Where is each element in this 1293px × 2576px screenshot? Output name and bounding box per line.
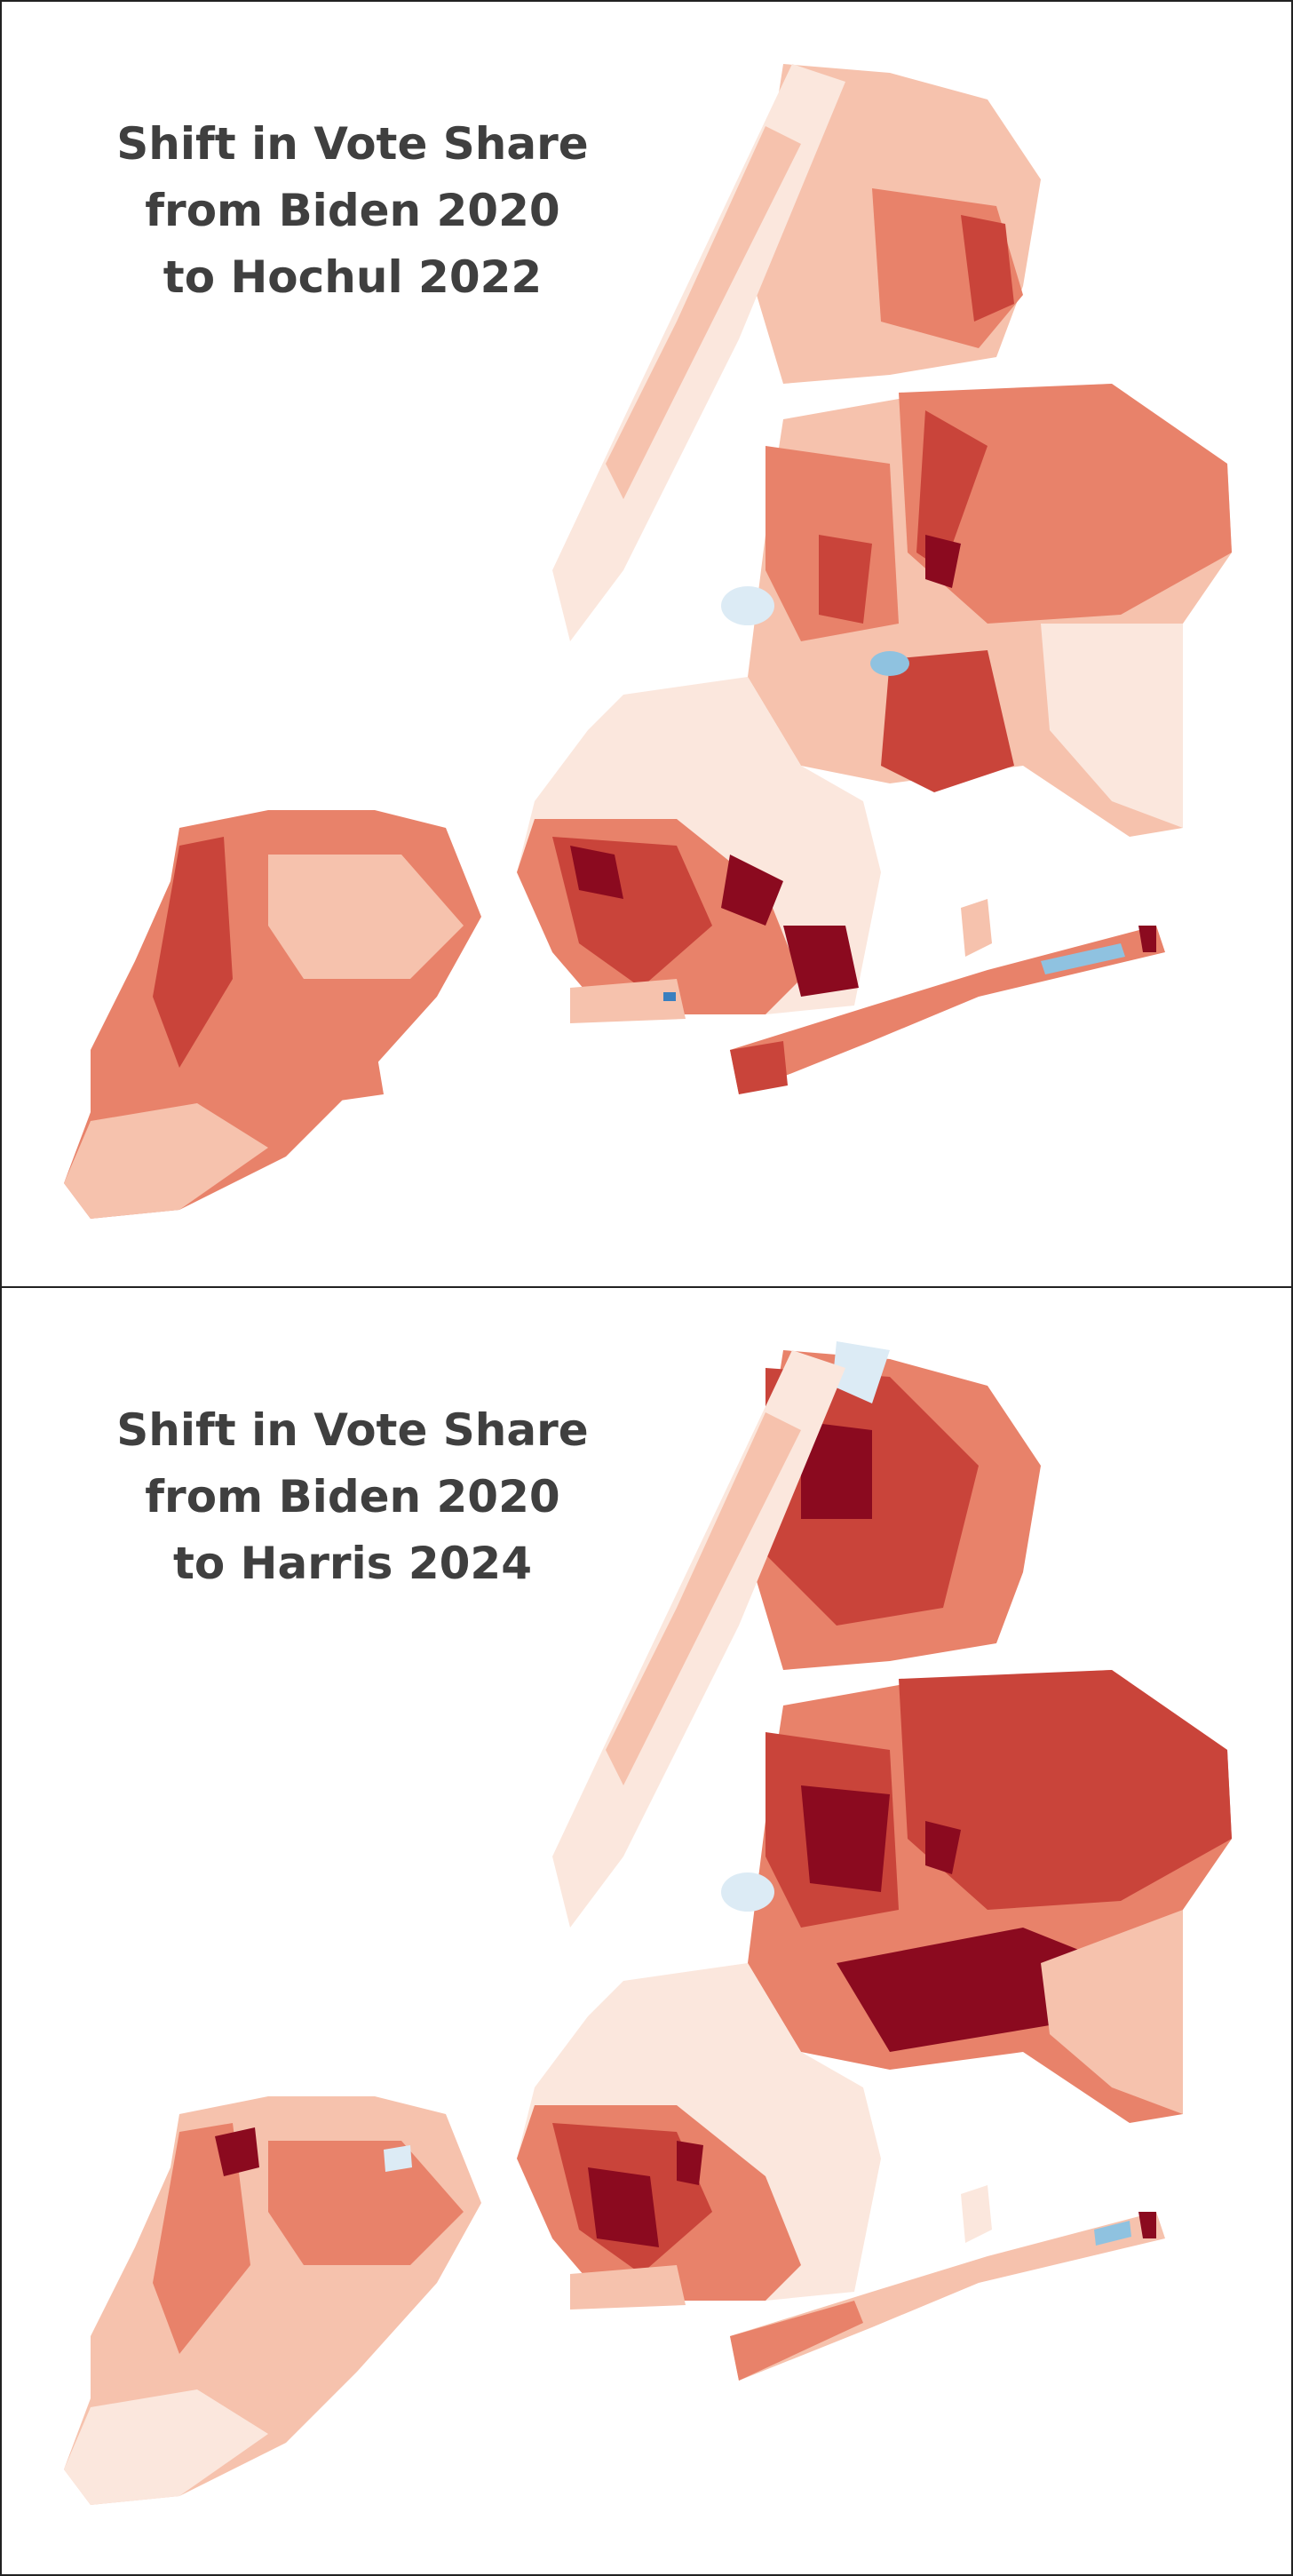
nyc-precinct-map bbox=[64, 64, 1232, 1219]
nyc-precinct-map bbox=[64, 1341, 1232, 2505]
map-title: Shift in Vote Share from Biden 2020 to H… bbox=[73, 1397, 632, 1597]
manhattan-region bbox=[552, 64, 845, 641]
title-line-2: from Biden 2020 bbox=[145, 1471, 560, 1523]
rockaway-region bbox=[730, 2212, 1165, 2381]
map-panel-hochul: Shift in Vote Share from Biden 2020 to H… bbox=[0, 0, 1293, 1288]
title-line-2: from Biden 2020 bbox=[145, 185, 560, 236]
map-panel-harris: Shift in Vote Share from Biden 2020 to H… bbox=[0, 1286, 1293, 2576]
title-line-3: to Harris 2024 bbox=[172, 1538, 533, 1589]
manhattan-region bbox=[552, 1350, 845, 1928]
title-line-1: Shift in Vote Share bbox=[116, 118, 589, 170]
title-line-3: to Hochul 2022 bbox=[163, 251, 543, 303]
title-line-1: Shift in Vote Share bbox=[116, 1404, 589, 1456]
map-title: Shift in Vote Share from Biden 2020 to H… bbox=[73, 111, 632, 311]
